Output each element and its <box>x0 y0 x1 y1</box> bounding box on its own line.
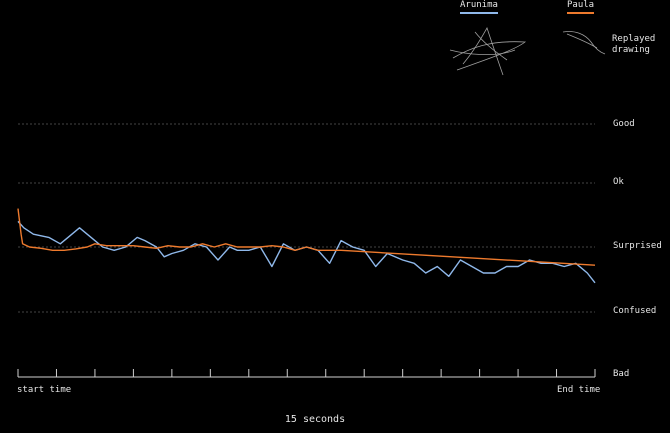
duration-label: 15 seconds <box>284 414 346 425</box>
end-time-label: End time <box>557 385 601 395</box>
series-line-arunima <box>17 220 596 284</box>
legend-arunima: Arunima <box>460 0 498 14</box>
paula-drawing-thumbnail[interactable] <box>557 20 607 80</box>
level-bad: Bad <box>613 369 630 379</box>
level-confused: Confused <box>613 306 657 316</box>
level-surprised: Surprised <box>613 241 662 251</box>
level-ok: Ok <box>613 177 624 187</box>
replayed-drawing-label: Replayed drawing <box>612 34 656 55</box>
start-time-label: start time <box>17 385 72 395</box>
series-line-paula <box>17 208 596 266</box>
legend-paula: Paula <box>567 0 595 14</box>
level-good: Good <box>613 119 635 129</box>
arunima-drawing-thumbnail[interactable] <box>445 20 535 80</box>
